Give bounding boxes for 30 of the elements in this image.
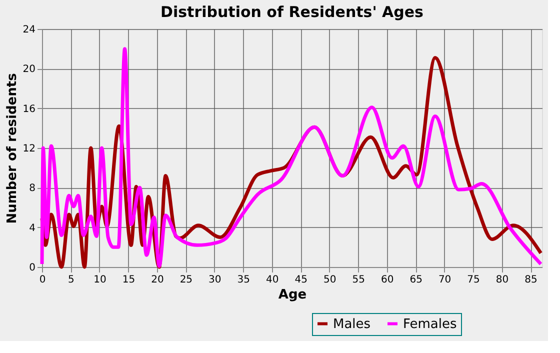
x-tick-label: 0 [39,274,46,286]
x-tick-label: 75 [467,274,480,286]
legend-label: Females [403,316,458,332]
x-tick-label: 20 [151,274,164,286]
y-tick-label: 4 [29,222,36,234]
x-tick-label: 65 [410,274,422,286]
x-tick-label: 10 [94,274,106,286]
x-tick-label: 55 [352,274,365,286]
y-tick-label: 16 [22,104,36,115]
y-tick-label: 0 [29,262,36,274]
x-tick-label: 70 [438,274,452,286]
y-tick-label: 12 [22,144,36,154]
x-tick-label: 80 [496,274,509,286]
x-tick-label: 15 [122,274,136,286]
y-tick-label: 20 [22,64,36,76]
legend-label: Males [333,316,371,332]
x-tick-label: 60 [380,274,394,286]
x-tick-label: 30 [208,274,222,286]
x-tick-label: 40 [266,274,279,286]
x-axis-title: Age [278,288,307,302]
x-tick-label: 45 [294,274,308,286]
x-tick-label: 25 [180,274,193,286]
y-axis-title: Number of residents [4,72,20,224]
x-tick-label: 50 [323,274,336,286]
x-tick-label: 35 [237,274,250,286]
chart-title: Distribution of Residents' Ages [160,3,424,21]
y-tick-label: 24 [22,24,36,36]
y-tick-label: 8 [29,183,36,194]
x-tick-label: 85 [524,274,538,286]
x-tick-label: 5 [68,274,74,286]
